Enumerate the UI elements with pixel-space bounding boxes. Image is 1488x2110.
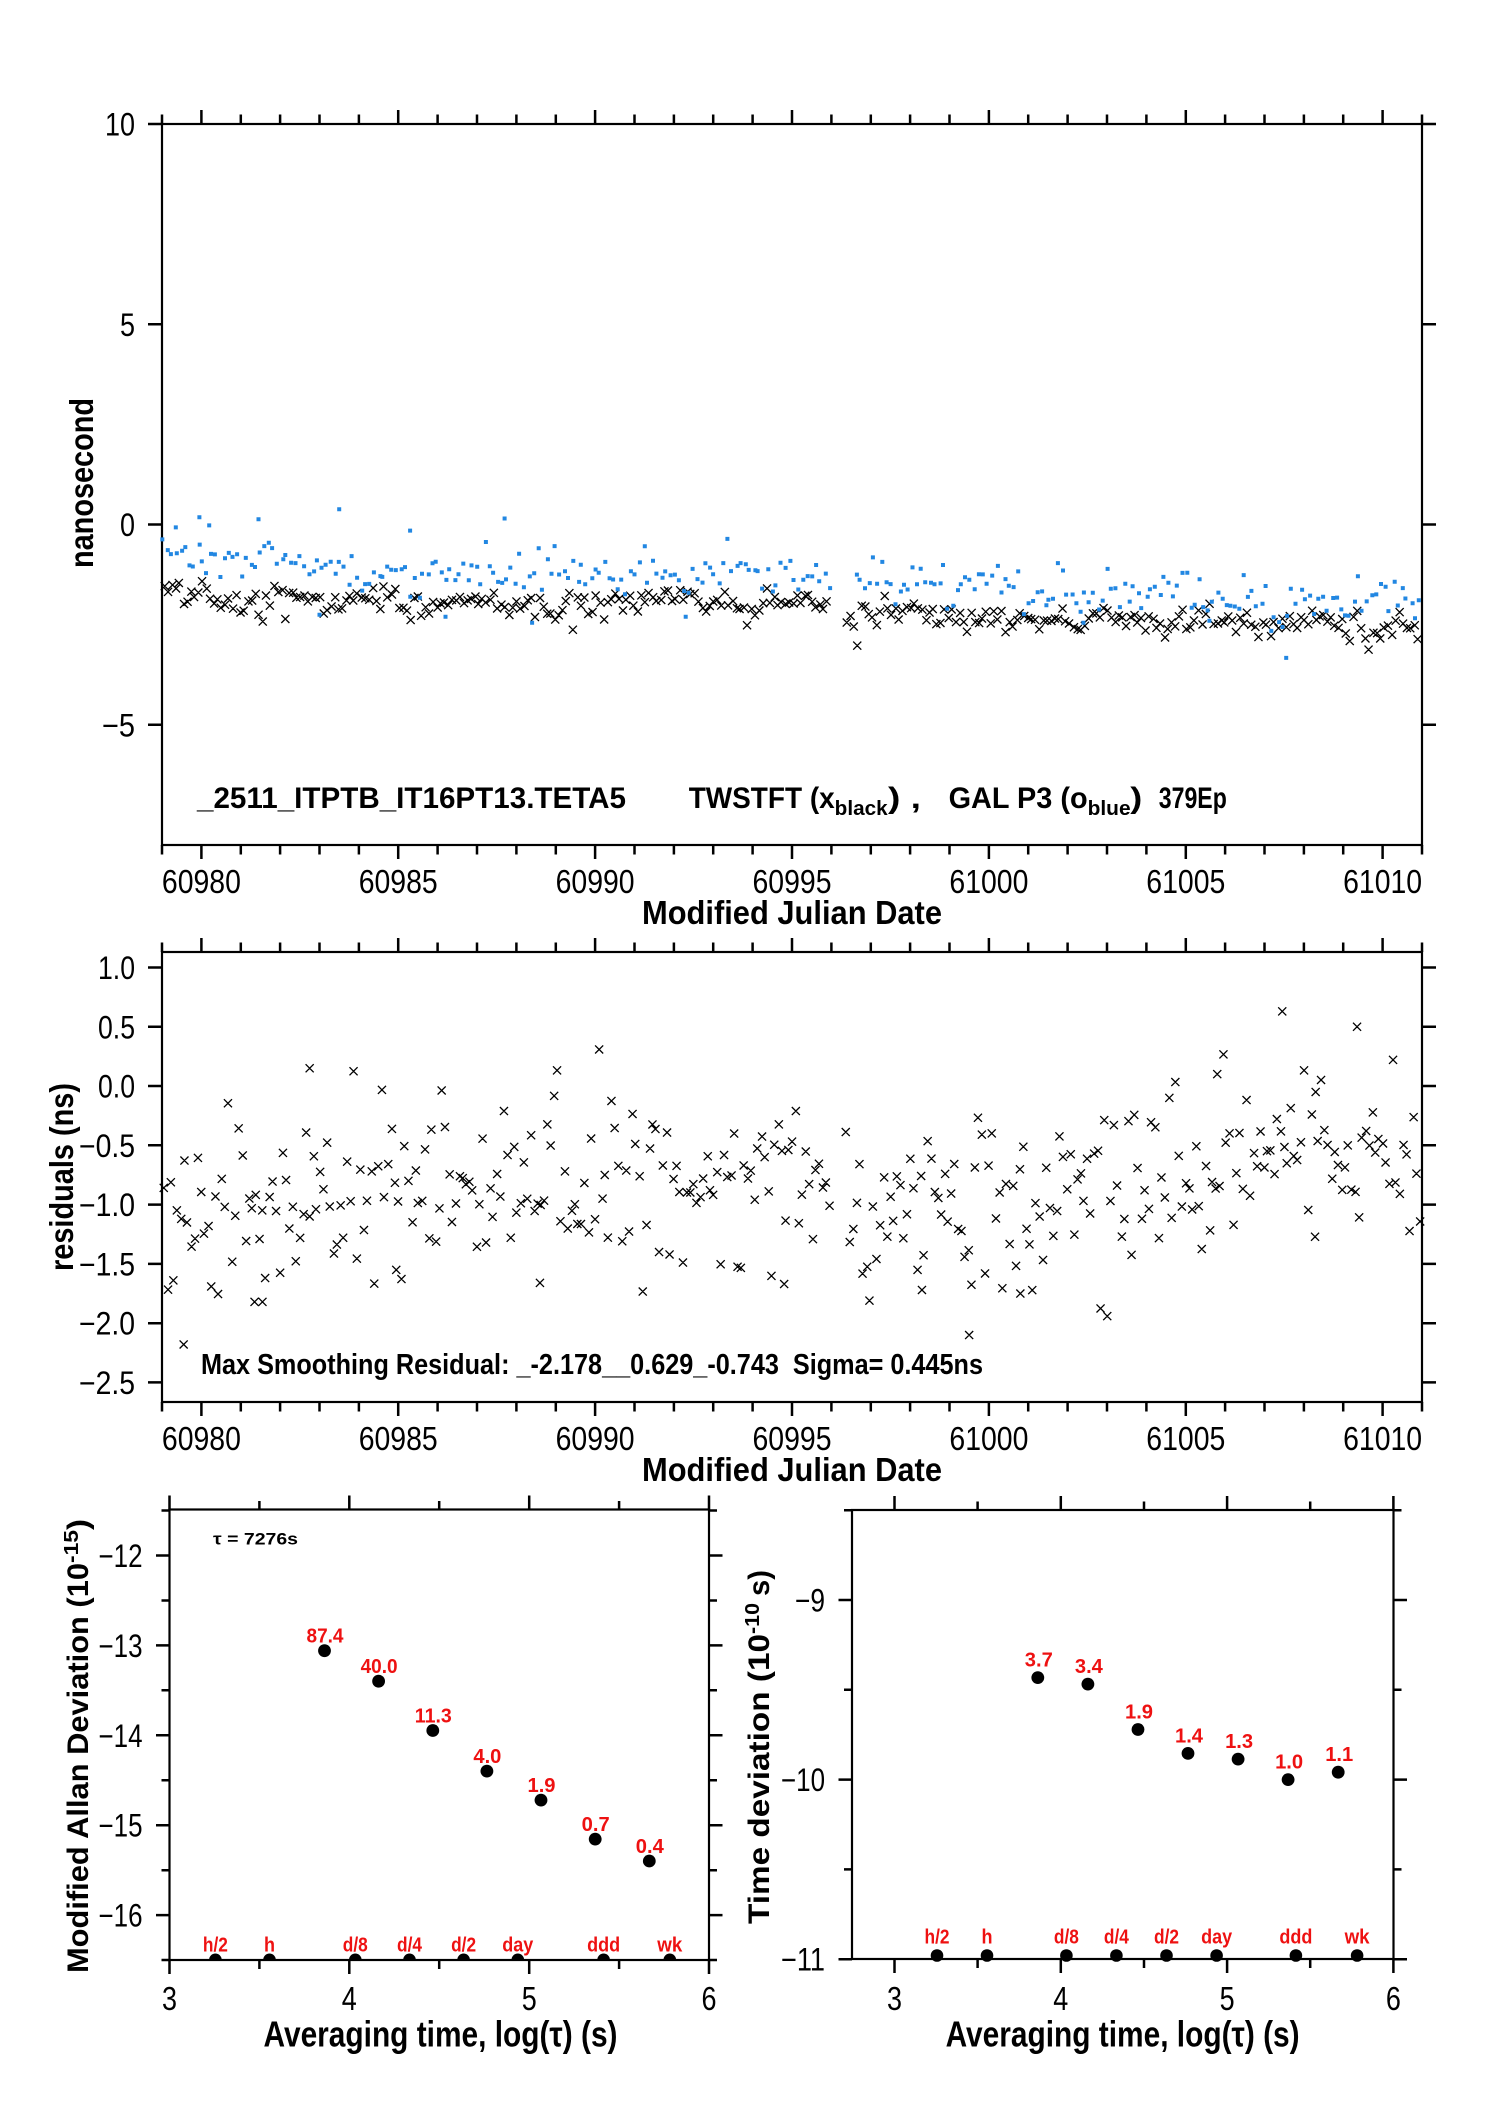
svg-text:61005: 61005 (1146, 864, 1225, 901)
svg-text:ddd: ddd (1279, 1927, 1312, 1949)
svg-text:5: 5 (1220, 1980, 1235, 2017)
svg-text:61005: 61005 (1146, 1421, 1225, 1458)
svg-text:61000: 61000 (949, 864, 1028, 901)
svg-text:−10: −10 (781, 1762, 825, 1798)
svg-text:−1.0: −1.0 (79, 1187, 135, 1223)
svg-text:−2.5: −2.5 (79, 1365, 135, 1401)
svg-text:3: 3 (162, 1980, 177, 2017)
svg-text:3.4: 3.4 (1075, 1656, 1104, 1678)
svg-text:379Ep: 379Ep (1159, 782, 1227, 815)
svg-text:d/4: d/4 (1104, 1927, 1130, 1949)
svg-text:87.4: 87.4 (307, 1626, 345, 1648)
svg-text:Averaging time, log(τ) (s): Averaging time, log(τ) (s) (264, 2014, 618, 2055)
svg-text:5: 5 (522, 1980, 537, 2017)
svg-text:60995: 60995 (753, 864, 832, 901)
svg-text:): ) (1130, 782, 1142, 815)
svg-text:residuals (ns): residuals (ns) (43, 1083, 80, 1271)
svg-text:−11: −11 (781, 1942, 825, 1978)
svg-text:−16: −16 (99, 1898, 143, 1934)
svg-text:Modified Julian Date: Modified Julian Date (642, 894, 942, 931)
svg-text:5: 5 (120, 307, 135, 343)
svg-text:blue: blue (1088, 798, 1131, 820)
svg-text:6: 6 (702, 1980, 717, 2017)
svg-text:1.9: 1.9 (1125, 1702, 1153, 1724)
svg-text:−15: −15 (99, 1808, 143, 1844)
svg-text:−14: −14 (99, 1718, 143, 1754)
svg-text:h: h (982, 1927, 993, 1949)
svg-text:−1.5: −1.5 (79, 1246, 135, 1282)
svg-text:60990: 60990 (556, 864, 635, 901)
svg-text:TWSTFT (x: TWSTFT (x (689, 782, 835, 815)
svg-text:60985: 60985 (359, 1421, 438, 1458)
svg-text:day: day (502, 1935, 534, 1957)
svg-text:Averaging time, log(τ) (s): Averaging time, log(τ) (s) (946, 2014, 1300, 2055)
svg-text:1.9: 1.9 (528, 1775, 556, 1797)
svg-text:h/2: h/2 (203, 1935, 228, 1957)
svg-text:_2511_ITPTB_IT16PT13.TETA5: _2511_ITPTB_IT16PT13.TETA5 (196, 782, 626, 815)
svg-text:Max Smoothing Residual: _-2.17: Max Smoothing Residual: _-2.178__0.629_-… (201, 1349, 983, 1381)
svg-text:−2.0: −2.0 (79, 1306, 135, 1342)
svg-text:11.3: 11.3 (415, 1706, 452, 1728)
svg-text:3.7: 3.7 (1025, 1650, 1053, 1672)
svg-text:day: day (1201, 1927, 1233, 1949)
svg-text:60980: 60980 (162, 1421, 241, 1458)
svg-text:Time deviation (10: Time deviation (10 (743, 1634, 776, 1924)
svg-text:61010: 61010 (1343, 1421, 1422, 1458)
svg-text:4: 4 (342, 1980, 357, 2017)
svg-text:61010: 61010 (1343, 864, 1422, 901)
svg-text:0.7: 0.7 (582, 1814, 610, 1836)
svg-text:-15: -15 (61, 1530, 83, 1563)
svg-text:60995: 60995 (753, 1421, 832, 1458)
svg-text:wk: wk (656, 1935, 683, 1957)
svg-text:τ = 7276s: τ = 7276s (213, 1530, 298, 1549)
svg-text:Modified Julian Date: Modified Julian Date (642, 1451, 942, 1488)
svg-text:wk: wk (1344, 1927, 1371, 1949)
svg-text:10: 10 (105, 107, 135, 143)
svg-text:-10: -10 (742, 1603, 764, 1634)
svg-text:4: 4 (1053, 1980, 1068, 2017)
svg-text:60985: 60985 (359, 864, 438, 901)
svg-text:GAL P3 (o: GAL P3 (o (949, 782, 1088, 815)
svg-text:d/2: d/2 (451, 1935, 476, 1957)
svg-text:): ) (62, 1519, 95, 1530)
svg-text:nanosecond: nanosecond (63, 398, 100, 568)
svg-text:60980: 60980 (162, 864, 241, 901)
svg-text:Modified Allan Deviation (10: Modified Allan Deviation (10 (62, 1563, 95, 1973)
svg-text:−9: −9 (795, 1583, 825, 1619)
svg-text:0.4: 0.4 (636, 1836, 665, 1858)
svg-text:−5: −5 (102, 707, 135, 743)
svg-text:4.0: 4.0 (473, 1746, 501, 1768)
svg-text:61000: 61000 (949, 1421, 1028, 1458)
svg-text:1.1: 1.1 (1325, 1744, 1353, 1766)
svg-text:−12: −12 (99, 1538, 143, 1574)
svg-text:) ,: ) , (888, 782, 921, 815)
svg-text:d/4: d/4 (397, 1935, 423, 1957)
svg-text:d/8: d/8 (343, 1935, 368, 1957)
svg-text:1.3: 1.3 (1225, 1731, 1253, 1753)
svg-text:d/8: d/8 (1054, 1927, 1079, 1949)
svg-text:60990: 60990 (556, 1421, 635, 1458)
svg-text:1.4: 1.4 (1175, 1725, 1204, 1747)
svg-text:h/2: h/2 (925, 1927, 950, 1949)
svg-text:d/2: d/2 (1154, 1927, 1179, 1949)
svg-text:−13: −13 (99, 1628, 143, 1664)
svg-text:black: black (835, 798, 889, 820)
svg-text:s): s) (743, 1570, 776, 1596)
svg-text:h: h (264, 1935, 275, 1957)
svg-text:0: 0 (120, 507, 135, 543)
svg-text:−0.5: −0.5 (79, 1128, 135, 1164)
svg-text:0.0: 0.0 (98, 1069, 135, 1105)
svg-text:ddd: ddd (587, 1935, 620, 1957)
svg-text:3: 3 (887, 1980, 902, 2017)
svg-text:6: 6 (1386, 1980, 1401, 2017)
svg-text:40.0: 40.0 (361, 1656, 398, 1678)
svg-text:0.5: 0.5 (98, 1009, 135, 1045)
svg-text:1.0: 1.0 (98, 950, 135, 986)
svg-text:1.0: 1.0 (1275, 1752, 1303, 1774)
